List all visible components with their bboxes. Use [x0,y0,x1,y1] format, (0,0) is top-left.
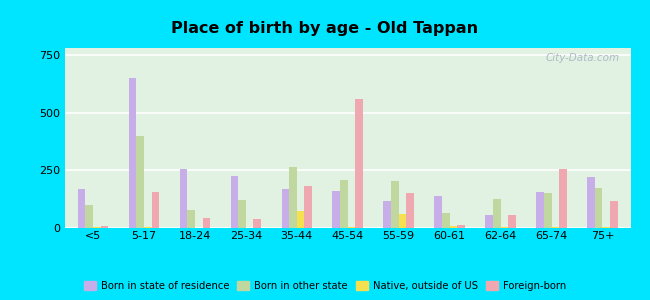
Bar [195,227,203,228]
Bar [587,177,595,228]
Bar [203,218,210,228]
Bar [536,192,544,228]
Bar [289,167,297,228]
Legend: Born in state of residence, Born in other state, Native, outside of US, Foreign-: Born in state of residence, Born in othe… [80,277,570,295]
Bar [231,176,238,228]
Bar [93,227,101,228]
Bar [136,136,144,228]
Bar [406,194,414,228]
Bar [603,227,610,228]
Bar [78,189,85,228]
Bar [101,226,109,228]
Bar [179,169,187,228]
Bar [493,199,500,228]
Bar [187,209,195,228]
Bar [238,200,246,228]
Bar [332,191,340,228]
Bar [434,196,442,228]
Bar [391,181,398,228]
Bar [254,219,261,228]
Bar [85,205,93,228]
Bar [340,179,348,228]
Bar [595,188,603,228]
Bar [151,192,159,228]
Bar [508,215,516,228]
Bar [304,187,312,228]
Bar [486,215,493,228]
Text: City-Data.com: City-Data.com [545,53,619,63]
Bar [398,214,406,228]
Bar [450,226,458,228]
Bar [144,227,151,228]
Bar [348,227,356,228]
Text: Place of birth by age - Old Tappan: Place of birth by age - Old Tappan [172,21,478,36]
Bar [129,78,136,228]
Bar [442,213,450,228]
Bar [500,227,508,228]
Bar [559,169,567,228]
Bar [297,211,304,228]
Bar [281,189,289,228]
Bar [356,99,363,228]
Bar [544,194,552,228]
Bar [246,227,254,228]
Bar [610,202,617,228]
Bar [458,225,465,228]
Bar [384,202,391,228]
Bar [552,227,559,228]
